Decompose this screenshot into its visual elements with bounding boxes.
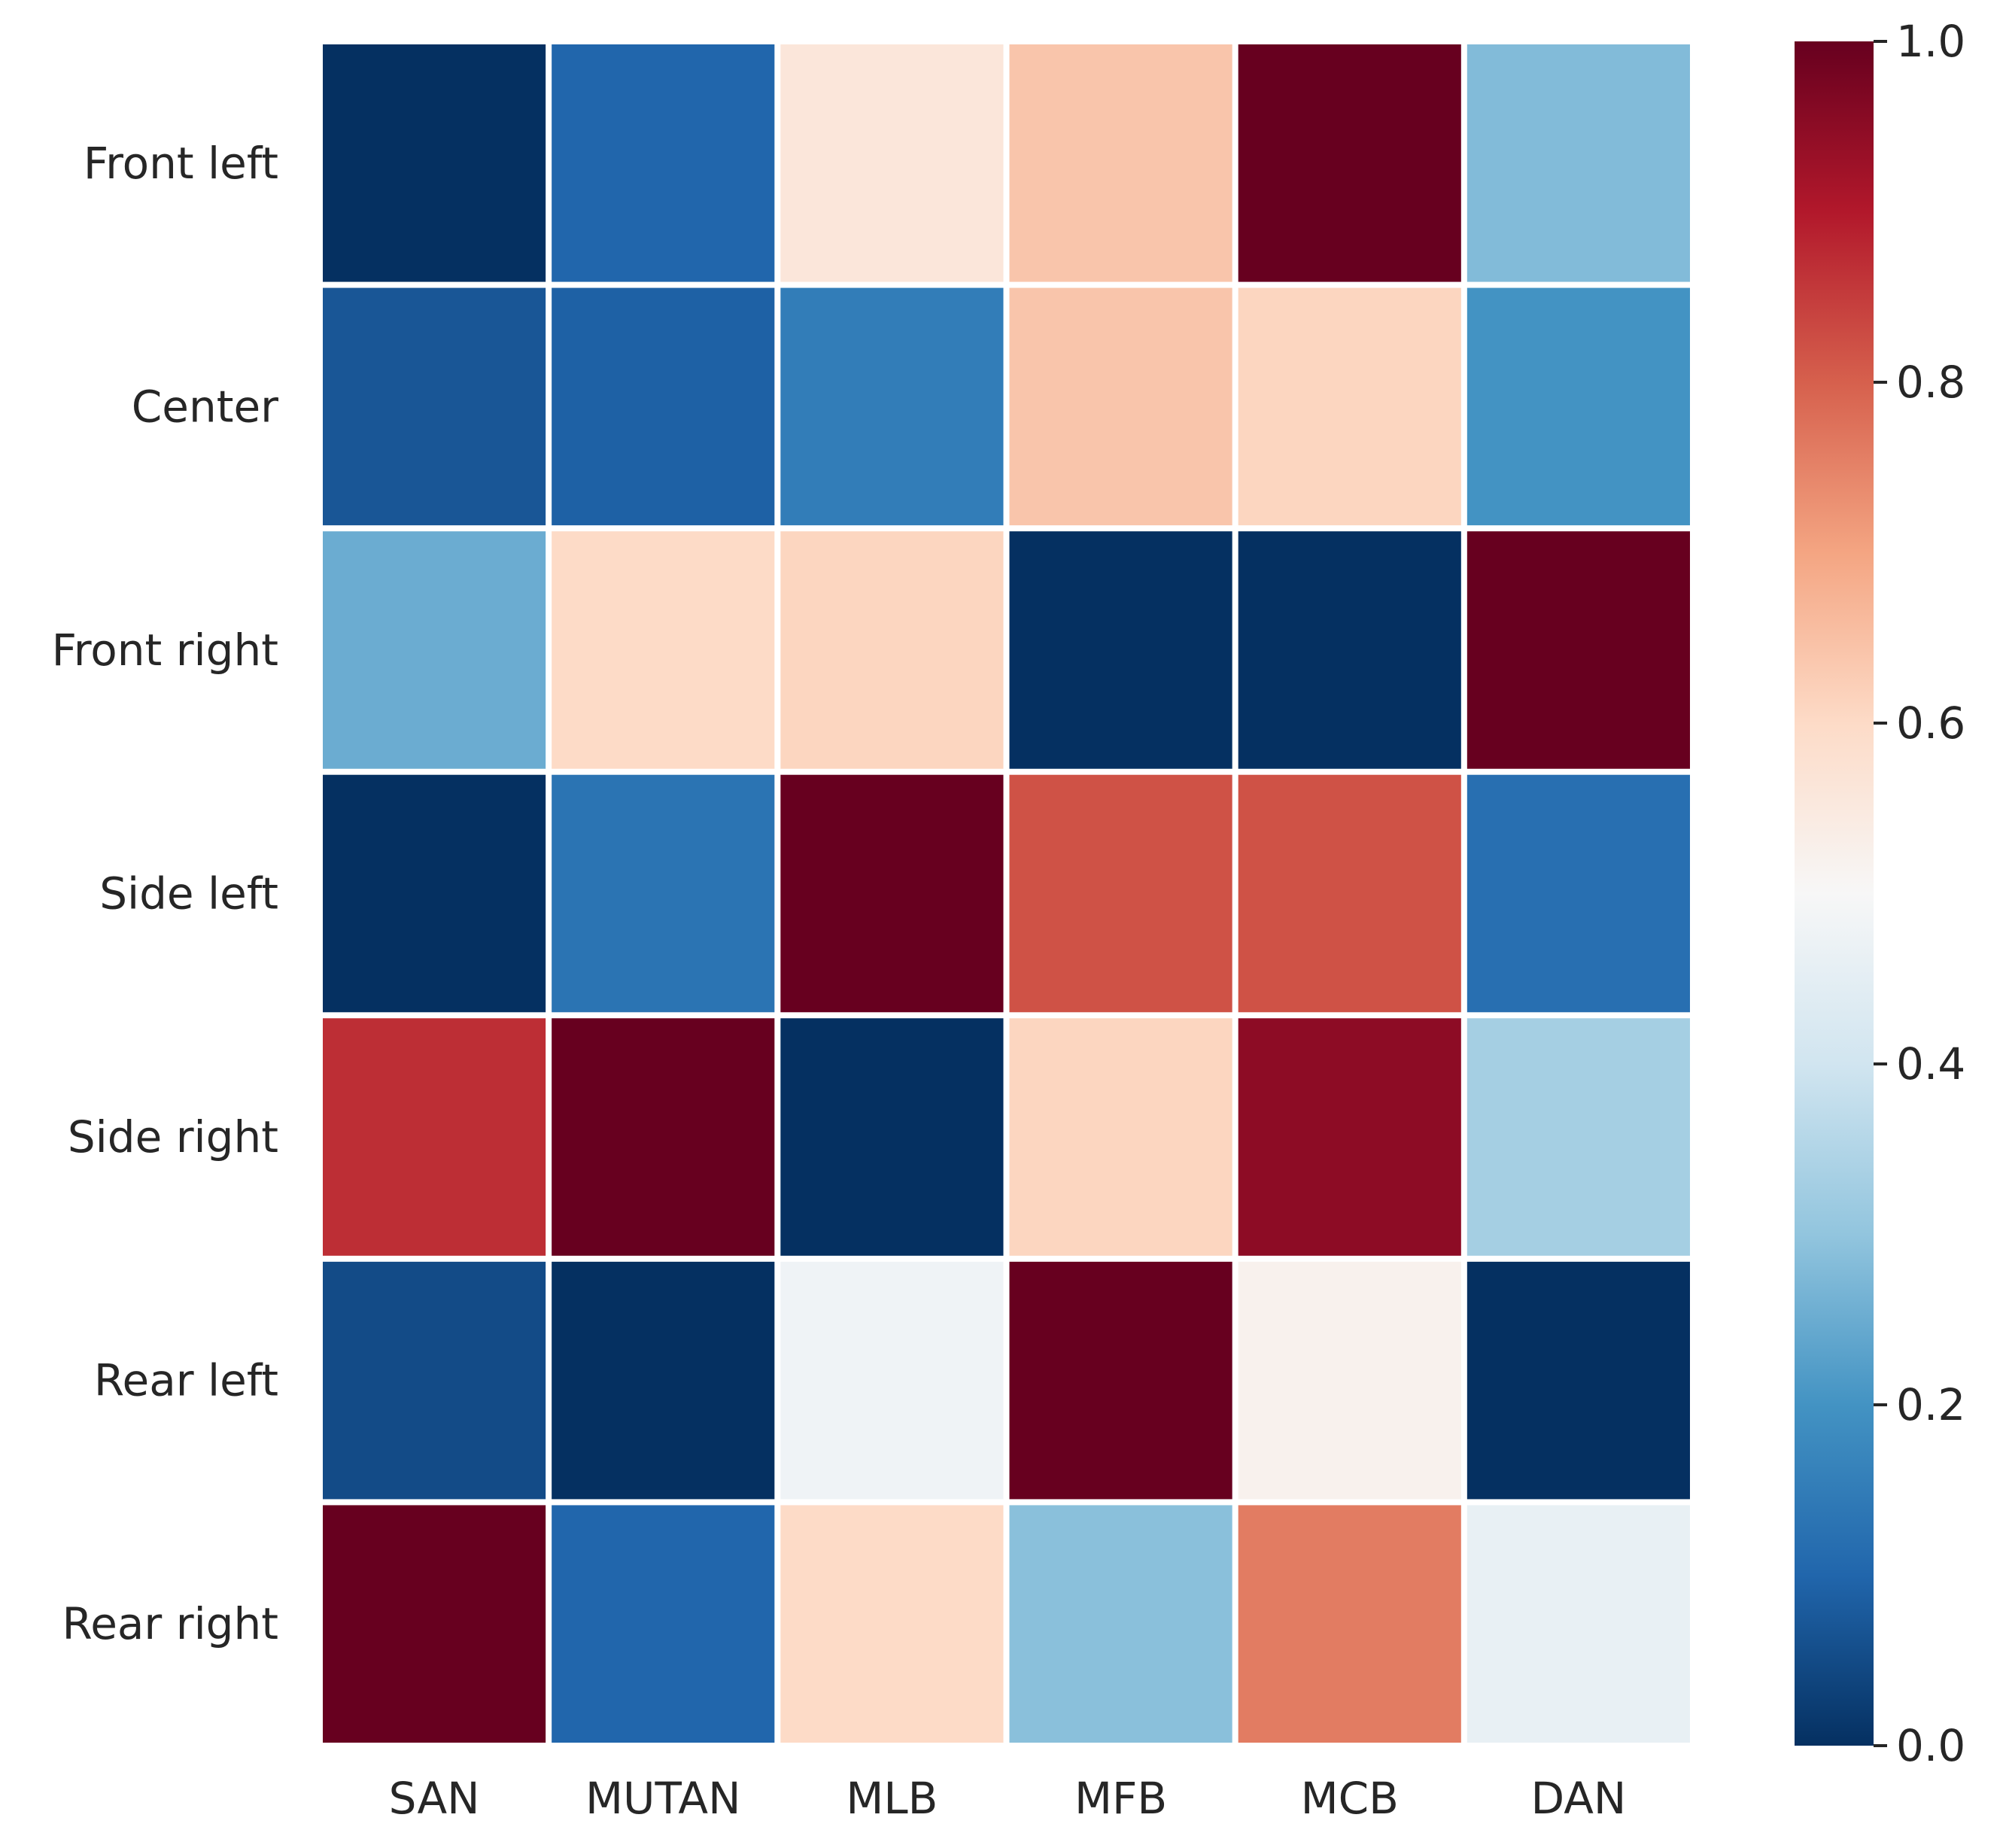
column-label: MUTAN (585, 1773, 740, 1824)
heatmap-cell (1238, 774, 1461, 1013)
heatmap-cell (552, 774, 775, 1013)
heatmap-cell (1466, 1018, 1690, 1256)
heatmap-cell (1009, 531, 1232, 769)
heatmap-cell (1009, 1018, 1232, 1256)
heatmap-cell (1466, 774, 1690, 1013)
column-label: MCB (1301, 1773, 1399, 1824)
heatmap-cell (1009, 287, 1232, 526)
heatmap-cell (323, 44, 546, 282)
column-label: DAN (1531, 1773, 1627, 1824)
colorbar-tick-label: 0.2 (1896, 1379, 1965, 1430)
heatmap-cell (323, 1261, 546, 1500)
heatmap-cell (1238, 1261, 1461, 1500)
heatmap-cell (552, 1261, 775, 1500)
heatmap-cell (780, 1261, 1004, 1500)
heatmap-cell (323, 287, 546, 526)
heatmap-cell (552, 1505, 775, 1743)
heatmap-cell (1466, 1505, 1690, 1743)
heatmap-cell (552, 531, 775, 769)
heatmap-cell (1466, 287, 1690, 526)
heatmap-cell (780, 1505, 1004, 1743)
heatmap-cell (552, 44, 775, 282)
heatmap-cell (1238, 531, 1461, 769)
colorbar-tick-label: 0.8 (1896, 357, 1965, 408)
row-label: Rear left (94, 1355, 278, 1406)
heatmap-cell (1009, 1505, 1232, 1743)
row-label: Center (132, 381, 278, 432)
heatmap-cell (780, 531, 1004, 769)
heatmap-cell (552, 287, 775, 526)
heatmap-cell (1466, 1261, 1690, 1500)
colorbar-gradient (1795, 41, 1874, 1746)
row-label: Side left (99, 868, 278, 919)
heatmap-cell (780, 1018, 1004, 1256)
heatmap-cell (1009, 44, 1232, 282)
column-label: SAN (389, 1773, 480, 1824)
row-label: Rear right (62, 1598, 278, 1649)
colorbar-tick-label: 1.0 (1896, 16, 1965, 67)
heatmap-cell (323, 531, 546, 769)
heatmap-cell (1238, 1018, 1461, 1256)
heatmap-cell (323, 1505, 546, 1743)
heatmap-cells (323, 44, 1690, 1743)
heatmap-cell (780, 774, 1004, 1013)
heatmap-cell (1466, 44, 1690, 282)
row-label: Front left (84, 138, 278, 189)
colorbar-tick-label: 0.0 (1896, 1720, 1965, 1771)
column-label: MFB (1074, 1773, 1167, 1824)
heatmap-cell (780, 287, 1004, 526)
heatmap-cell (323, 774, 546, 1013)
colorbar-tick-label: 0.4 (1896, 1038, 1965, 1090)
heatmap-cell (780, 44, 1004, 282)
heatmap-cell (1009, 1261, 1232, 1500)
column-labels: SAN MUTAN MLB MFB MCB DAN (389, 1773, 1627, 1824)
column-label: MLB (846, 1773, 938, 1824)
row-labels: Front left Center Front right Side left Side… (52, 138, 279, 1649)
heatmap-cell (1238, 287, 1461, 526)
heatmap-cell (323, 1018, 546, 1256)
row-label: Front right (52, 625, 278, 676)
heatmap-cell (1238, 44, 1461, 282)
heatmap-cell (1238, 1505, 1461, 1743)
heatmap-cell (552, 1018, 775, 1256)
row-label: Side right (68, 1111, 278, 1163)
heatmap-cell (1466, 531, 1690, 769)
colorbar-tick-label: 0.6 (1896, 698, 1965, 749)
heatmap-cell (1009, 774, 1232, 1013)
colorbar: 0.0 0.2 0.4 0.6 0.8 1.0 (1795, 16, 1965, 1771)
